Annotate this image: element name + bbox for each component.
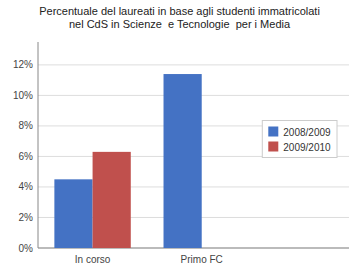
legend-swatch — [268, 142, 278, 152]
y-tick-label: 0% — [19, 243, 34, 254]
x-tick-label: Primo FC — [181, 254, 223, 265]
bar — [164, 74, 202, 248]
x-tick-labels: In corso Primo FC — [75, 254, 223, 265]
title-line: nel CdS in Scienze e Tecnologie per i Me… — [69, 18, 291, 30]
grid — [38, 65, 349, 248]
chart: Percentuale del laureati in base agli st… — [0, 0, 359, 272]
bar — [54, 179, 92, 248]
y-tick-label: 12% — [13, 59, 33, 70]
y-tick-labels: 0% 2% 4% 6% 8% 10% 12% — [13, 59, 33, 253]
title: Percentuale del laureati in base agli st… — [39, 5, 320, 30]
y-tick-label: 4% — [19, 181, 34, 192]
bars — [54, 74, 201, 248]
title-line: Percentuale del laureati in base agli st… — [39, 5, 320, 17]
legend-swatch — [268, 127, 278, 137]
x-tick-label: In corso — [75, 254, 111, 265]
legend-box — [262, 121, 337, 158]
y-tick-label: 2% — [19, 212, 34, 223]
legend-label: 2009/2010 — [283, 142, 331, 153]
legend-label: 2008/2009 — [283, 127, 331, 138]
y-tick-label: 10% — [13, 90, 33, 101]
bar — [93, 152, 131, 248]
legend: 2008/2009 2009/2010 — [262, 121, 337, 158]
grid-line — [38, 64, 349, 65]
y-tick-label: 8% — [19, 120, 34, 131]
y-axis-line — [38, 42, 39, 248]
y-tick-label: 6% — [19, 151, 34, 162]
